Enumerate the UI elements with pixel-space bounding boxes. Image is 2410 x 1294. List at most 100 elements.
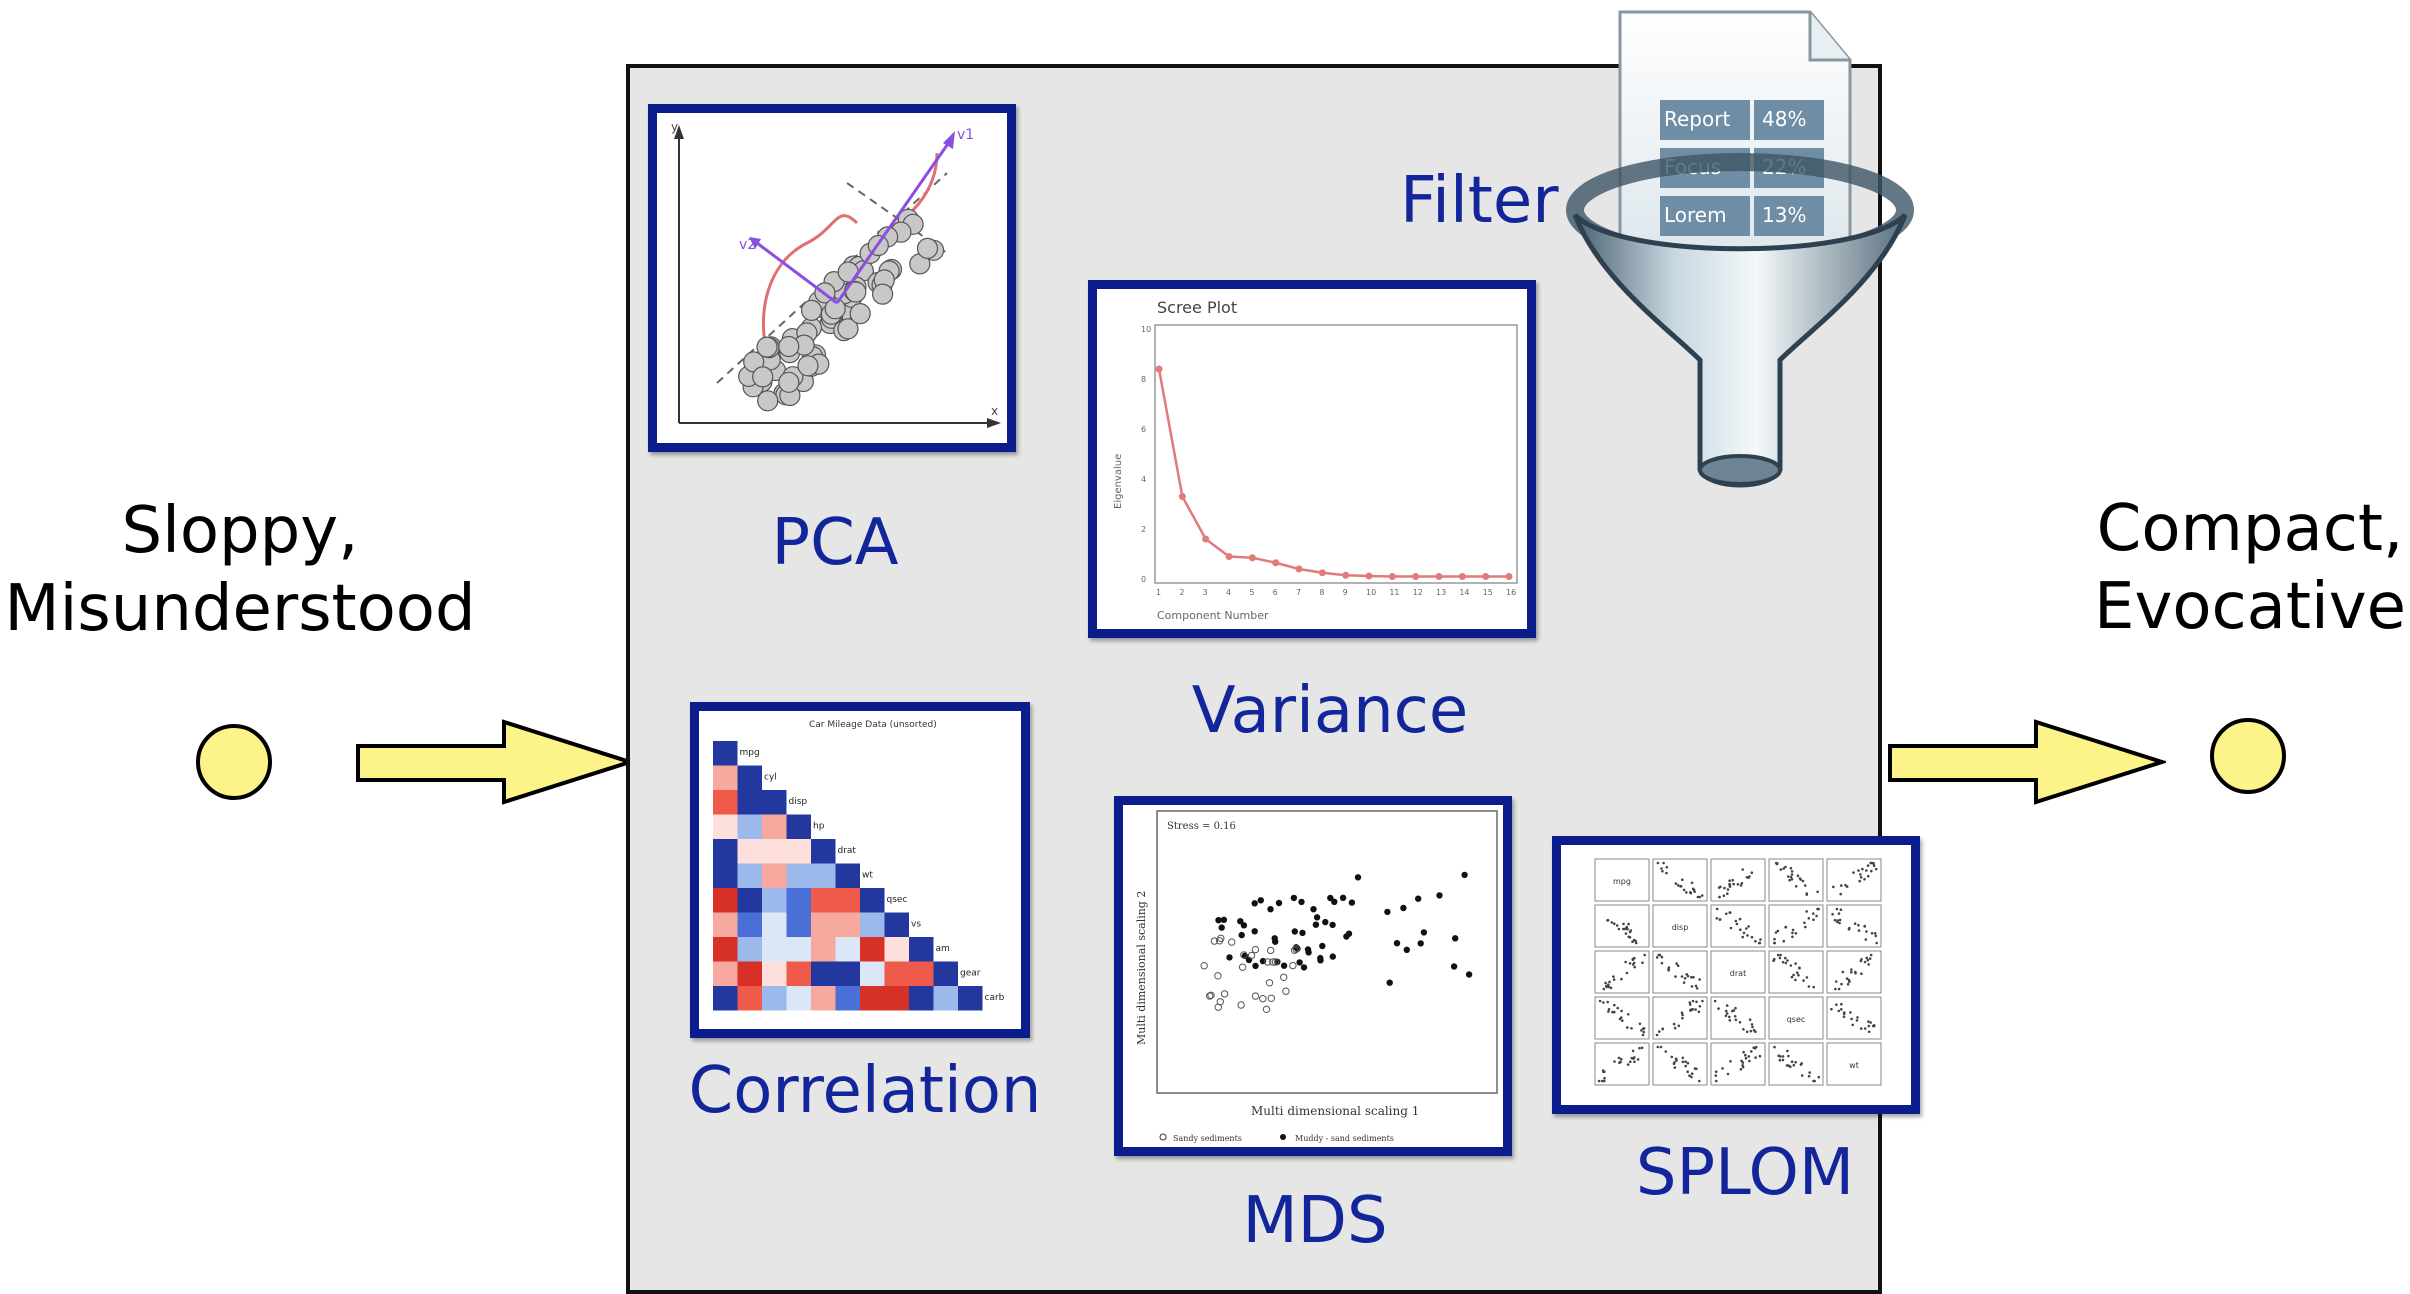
splom-point (1600, 1079, 1604, 1083)
splom-point (1640, 1046, 1644, 1050)
splom-point (1603, 1076, 1606, 1080)
splom-point (1779, 868, 1783, 871)
splom-point (1626, 1063, 1630, 1066)
splom-point (1759, 938, 1762, 941)
splom-point (1869, 953, 1873, 957)
splom-point (1744, 1056, 1748, 1060)
mds-point-muddy (1461, 871, 1468, 879)
correlation-cell (786, 937, 811, 962)
correlation-cell (737, 961, 762, 986)
splom-point (1690, 1075, 1693, 1079)
splom-point (1685, 973, 1688, 976)
correlation-cell (860, 986, 885, 1011)
splom-point (1742, 1050, 1745, 1054)
splom-point (1740, 882, 1744, 885)
correlation-variable-label: vs (911, 920, 921, 930)
mds-point-muddy (1310, 906, 1317, 913)
splom-point (1787, 875, 1790, 878)
splom-point (1655, 1033, 1659, 1037)
splom-point (1694, 1008, 1697, 1011)
splom-point (1729, 926, 1733, 930)
splom-point (1629, 929, 1633, 932)
mds-point-muddy (1452, 935, 1459, 942)
splom-point (1695, 987, 1699, 990)
splom-point (1613, 922, 1616, 925)
splom-point (1853, 922, 1857, 925)
scree-point (1458, 573, 1466, 580)
splom-panel (1594, 904, 1650, 948)
pca-point (752, 366, 774, 388)
splom-point (1745, 927, 1748, 930)
mds-point-muddy (1313, 914, 1321, 921)
funnel-table-value: 48% (1762, 107, 1806, 131)
splom-point (1801, 879, 1805, 883)
splom-point (1859, 1027, 1863, 1030)
correlation-cell (713, 741, 738, 766)
splom-variable-label: wt (1849, 1061, 1859, 1070)
splom-point (1848, 980, 1851, 983)
splom-point (1816, 890, 1819, 894)
splom-point (1870, 932, 1874, 935)
scree-xtick: 14 (1459, 588, 1469, 597)
splom-point (1734, 1006, 1737, 1010)
splom-point (1662, 861, 1665, 865)
splom-point (1673, 1066, 1677, 1069)
scree-ytick: 10 (1141, 325, 1151, 334)
splom-point (1615, 924, 1619, 927)
correlation-cell (713, 937, 738, 962)
splom-point (1688, 1074, 1691, 1077)
splom-point (1613, 1010, 1616, 1014)
correlation-cell (933, 986, 958, 1011)
splom-point (1636, 1058, 1640, 1061)
splom-point (1690, 881, 1694, 885)
splom-point (1776, 953, 1780, 957)
splom-point (1607, 1008, 1611, 1011)
splom-point (1791, 931, 1794, 935)
mds-point-sandy (1271, 958, 1280, 966)
splom-point (1834, 980, 1838, 983)
splom-point (1781, 960, 1785, 964)
splom-point (1617, 927, 1621, 931)
splom-point (1725, 1004, 1729, 1007)
splom-point (1805, 976, 1809, 979)
splom-point (1661, 869, 1664, 873)
mds-point-muddy (1299, 929, 1306, 937)
splom-point (1682, 888, 1686, 892)
mds-point-sandy (1200, 962, 1208, 970)
splom-point (1839, 908, 1843, 911)
scree-xtick: 11 (1389, 588, 1399, 597)
mds-point-muddy (1415, 895, 1422, 902)
funnel-table-value-cell (1754, 100, 1824, 140)
mds-point-muddy (1329, 953, 1336, 960)
correlation-cell (762, 937, 787, 962)
splom-point (1634, 939, 1637, 943)
splom-point (1608, 980, 1611, 984)
splom-point (1670, 1055, 1674, 1059)
splom-point (1784, 961, 1788, 965)
splom-point (1728, 879, 1731, 882)
correlation-cell (811, 986, 836, 1011)
splom-point (1631, 963, 1635, 966)
splom-point (1839, 892, 1842, 896)
splom-point (1816, 907, 1820, 911)
correlation-cell (860, 937, 885, 962)
splom-point (1610, 921, 1614, 924)
input-label-line1: Sloppy, (121, 494, 359, 568)
scree-point (1505, 573, 1513, 580)
splom-point (1643, 953, 1646, 957)
splom-point (1695, 1000, 1698, 1004)
splom-point (1863, 1027, 1867, 1030)
splom-point (1758, 941, 1762, 945)
correlation-cell (909, 961, 934, 986)
mds-point-muddy (1327, 894, 1334, 902)
splom-point (1846, 982, 1850, 986)
splom-point (1746, 934, 1749, 937)
splom-point (1873, 932, 1877, 935)
splom-point (1741, 868, 1744, 871)
splom-panel (1710, 904, 1766, 948)
splom-point (1779, 953, 1782, 957)
mds-point-muddy (1436, 892, 1443, 899)
scree-xtick: 3 (1203, 588, 1208, 597)
splom-point (1836, 919, 1839, 922)
splom-point (1844, 883, 1847, 887)
